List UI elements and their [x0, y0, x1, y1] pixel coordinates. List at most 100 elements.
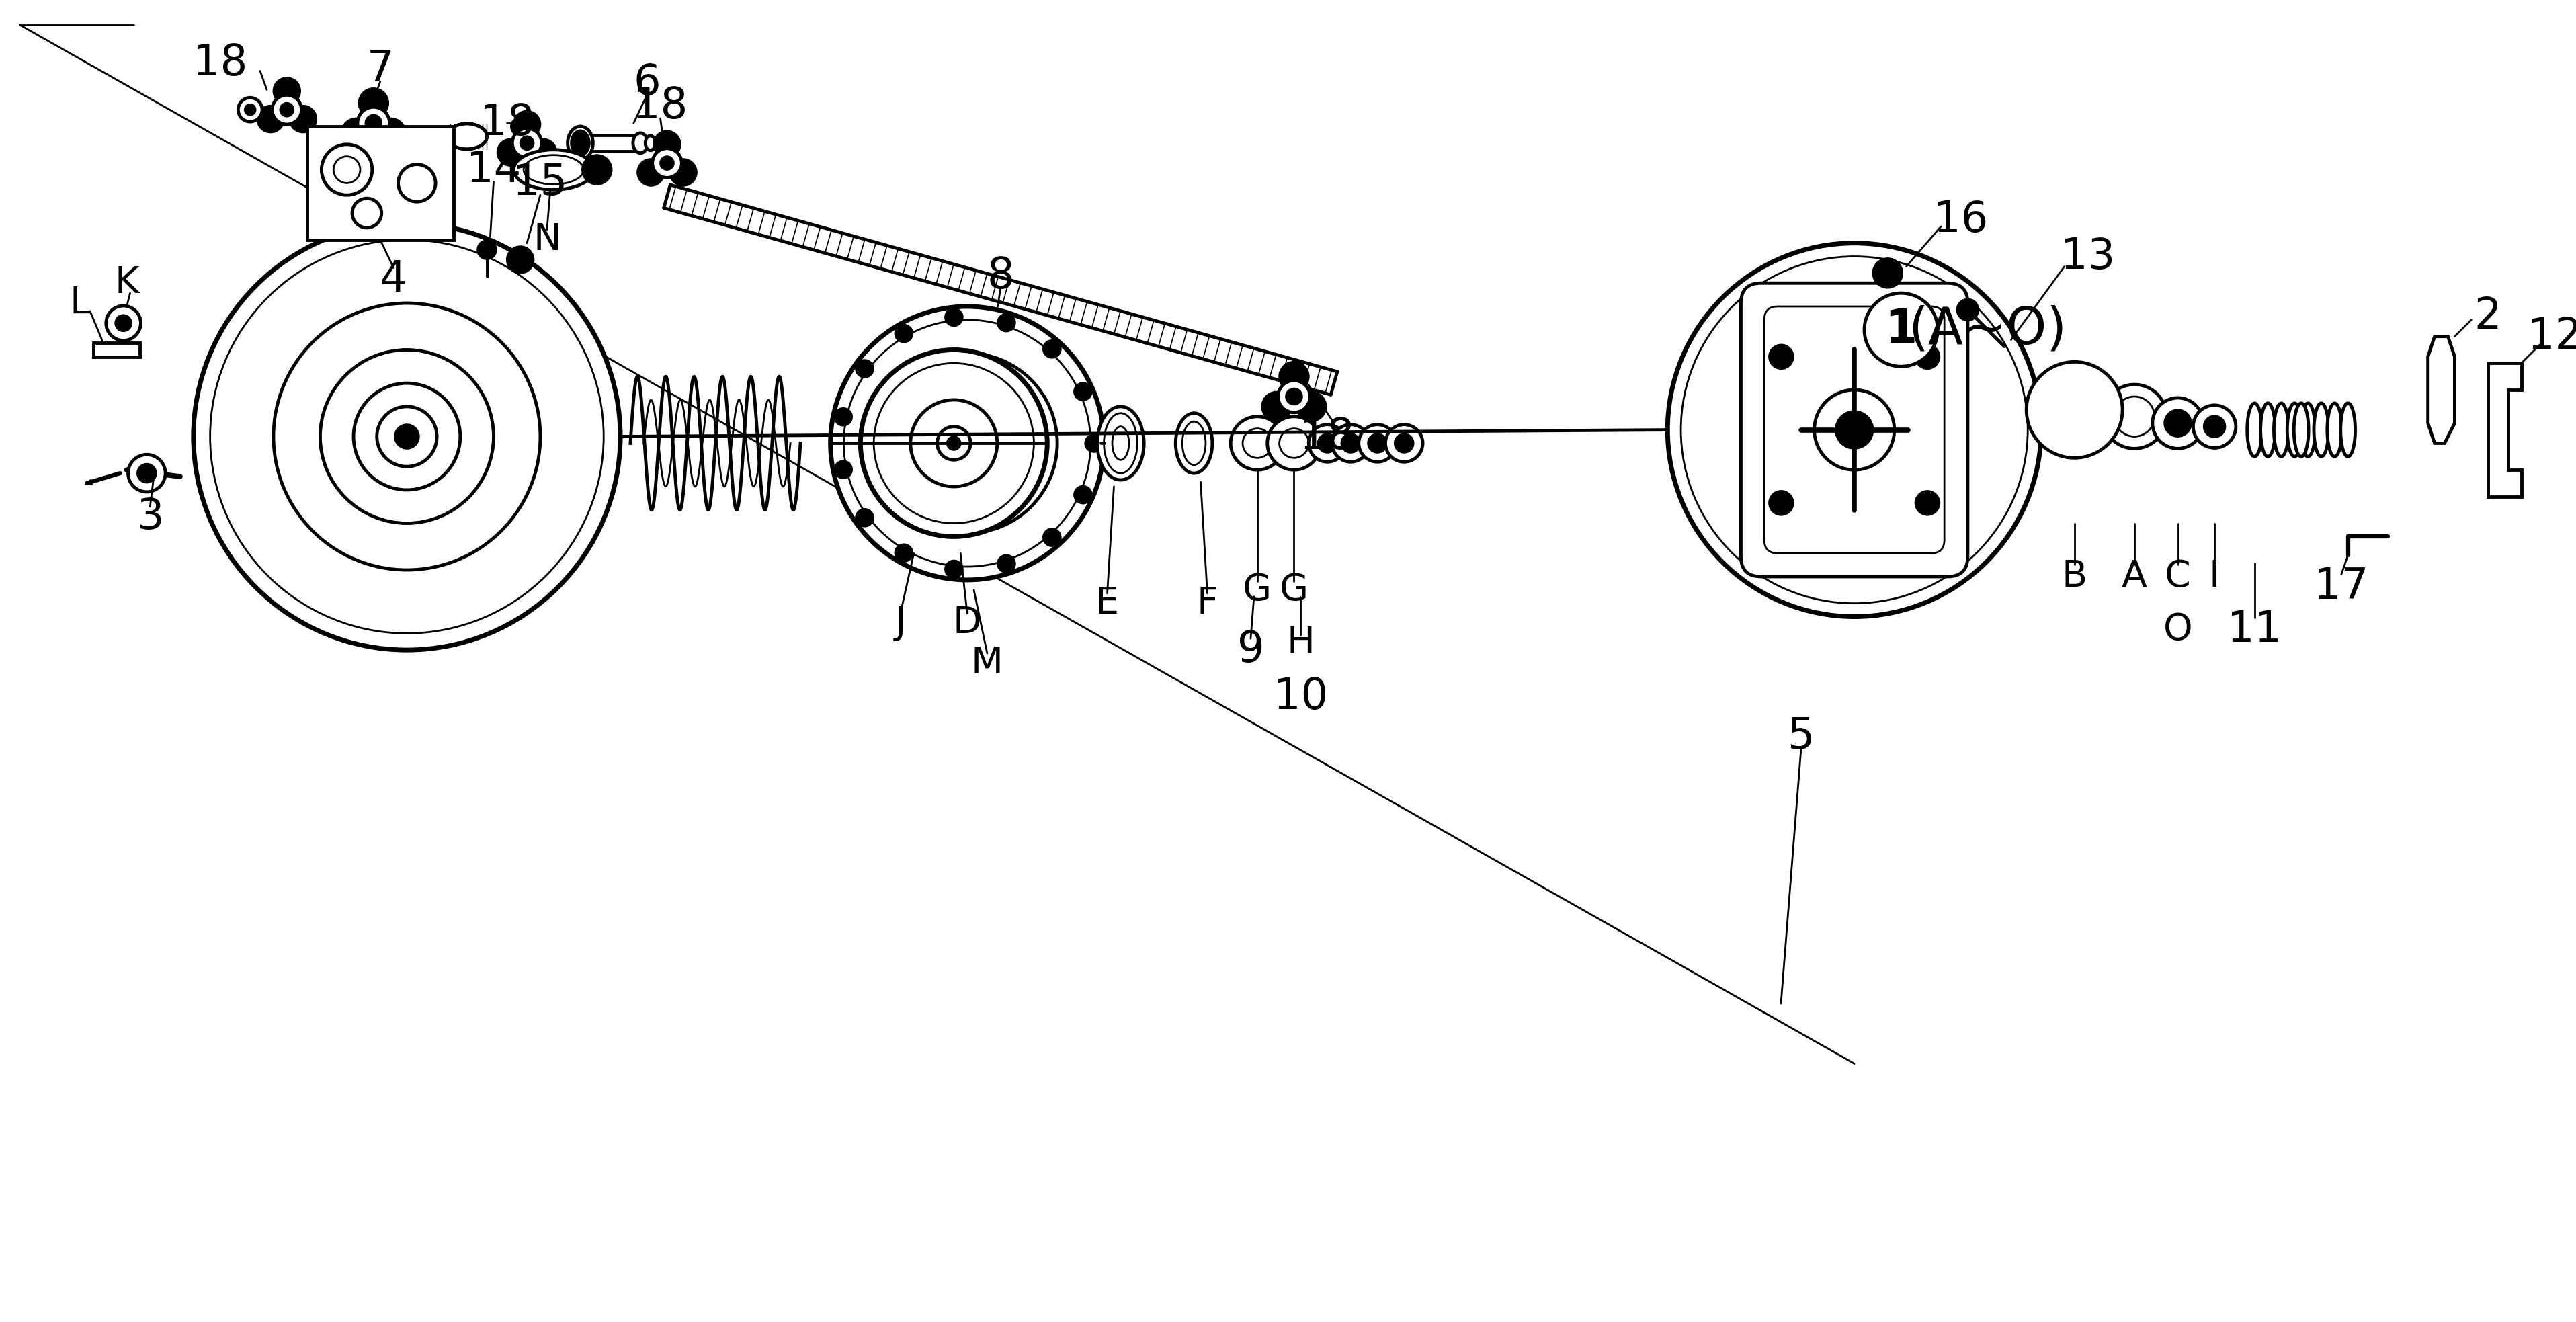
Circle shape	[652, 148, 683, 177]
Circle shape	[945, 561, 963, 578]
Circle shape	[353, 383, 461, 490]
Circle shape	[1814, 390, 1893, 469]
Circle shape	[917, 393, 1018, 493]
Text: 14: 14	[466, 149, 520, 190]
Circle shape	[376, 119, 404, 148]
Circle shape	[2205, 416, 2226, 438]
Circle shape	[245, 104, 255, 115]
Circle shape	[2030, 366, 2117, 453]
Text: 12: 12	[2527, 316, 2576, 357]
Ellipse shape	[2287, 403, 2303, 456]
Circle shape	[1917, 345, 1940, 369]
Circle shape	[659, 156, 675, 169]
Text: 3: 3	[137, 496, 165, 538]
Circle shape	[1231, 416, 1283, 469]
Circle shape	[1358, 424, 1396, 461]
Circle shape	[1865, 293, 1937, 366]
Circle shape	[909, 399, 997, 486]
Ellipse shape	[2246, 403, 2262, 456]
Text: 18: 18	[1301, 415, 1355, 457]
Text: 2: 2	[2476, 296, 2501, 337]
Text: M: M	[971, 645, 1002, 681]
Circle shape	[1958, 299, 1978, 320]
FancyBboxPatch shape	[1765, 307, 1945, 554]
Text: 13: 13	[2061, 235, 2115, 278]
Circle shape	[1043, 529, 1061, 546]
Circle shape	[358, 107, 389, 139]
Circle shape	[376, 407, 438, 467]
Circle shape	[258, 106, 283, 132]
Circle shape	[211, 239, 603, 633]
Text: 4: 4	[379, 259, 407, 300]
Circle shape	[513, 128, 541, 157]
Circle shape	[945, 308, 963, 325]
Text: H: H	[1285, 625, 1314, 661]
Circle shape	[273, 95, 301, 124]
Text: 16: 16	[1935, 198, 1989, 241]
Text: N: N	[533, 222, 562, 258]
Circle shape	[394, 424, 420, 448]
Text: 17: 17	[2313, 566, 2367, 607]
Ellipse shape	[513, 149, 592, 190]
Circle shape	[1242, 428, 1273, 457]
Text: 18: 18	[479, 102, 533, 144]
Circle shape	[237, 98, 263, 122]
Text: 18: 18	[193, 42, 247, 83]
Circle shape	[319, 350, 495, 524]
Circle shape	[1837, 411, 1873, 448]
Circle shape	[513, 111, 541, 137]
Circle shape	[477, 241, 497, 259]
Circle shape	[1873, 258, 1901, 288]
Circle shape	[106, 305, 142, 341]
Circle shape	[1074, 383, 1092, 401]
Circle shape	[873, 364, 1033, 524]
Ellipse shape	[446, 124, 487, 149]
Circle shape	[1285, 389, 1301, 405]
Circle shape	[1682, 256, 2027, 603]
Circle shape	[1319, 434, 1337, 452]
Ellipse shape	[572, 131, 590, 156]
Circle shape	[1394, 434, 1414, 452]
Circle shape	[289, 106, 317, 132]
Ellipse shape	[2262, 403, 2275, 456]
Text: G: G	[1242, 572, 1273, 608]
Text: L: L	[70, 286, 90, 321]
Circle shape	[281, 103, 294, 116]
Circle shape	[137, 464, 157, 483]
Circle shape	[2102, 385, 2166, 448]
Circle shape	[997, 555, 1015, 572]
Circle shape	[938, 427, 971, 460]
Text: 5: 5	[1788, 717, 1814, 758]
Circle shape	[1074, 486, 1092, 504]
Circle shape	[399, 164, 435, 202]
Circle shape	[1770, 490, 1793, 516]
Circle shape	[1296, 391, 1327, 422]
Circle shape	[997, 315, 1015, 332]
Circle shape	[1342, 434, 1360, 452]
Circle shape	[894, 325, 912, 342]
Text: 10: 10	[1273, 676, 1329, 718]
Ellipse shape	[1175, 414, 1213, 473]
Circle shape	[948, 436, 961, 449]
Ellipse shape	[2326, 403, 2342, 456]
Circle shape	[829, 307, 1105, 580]
Text: D: D	[953, 605, 981, 641]
Circle shape	[855, 360, 873, 377]
Text: K: K	[113, 264, 139, 301]
FancyBboxPatch shape	[1741, 283, 1968, 576]
Circle shape	[1667, 243, 2040, 616]
Circle shape	[636, 159, 665, 185]
Circle shape	[129, 455, 165, 492]
Circle shape	[948, 423, 987, 463]
Circle shape	[1043, 340, 1061, 358]
Circle shape	[193, 223, 621, 650]
Circle shape	[1386, 424, 1422, 461]
Circle shape	[1267, 416, 1321, 469]
Circle shape	[353, 198, 381, 227]
Text: 11: 11	[2228, 609, 2282, 650]
Circle shape	[507, 246, 533, 274]
Text: I: I	[2210, 558, 2221, 595]
Circle shape	[531, 139, 556, 165]
Circle shape	[894, 545, 912, 562]
Text: F: F	[1198, 586, 1218, 621]
